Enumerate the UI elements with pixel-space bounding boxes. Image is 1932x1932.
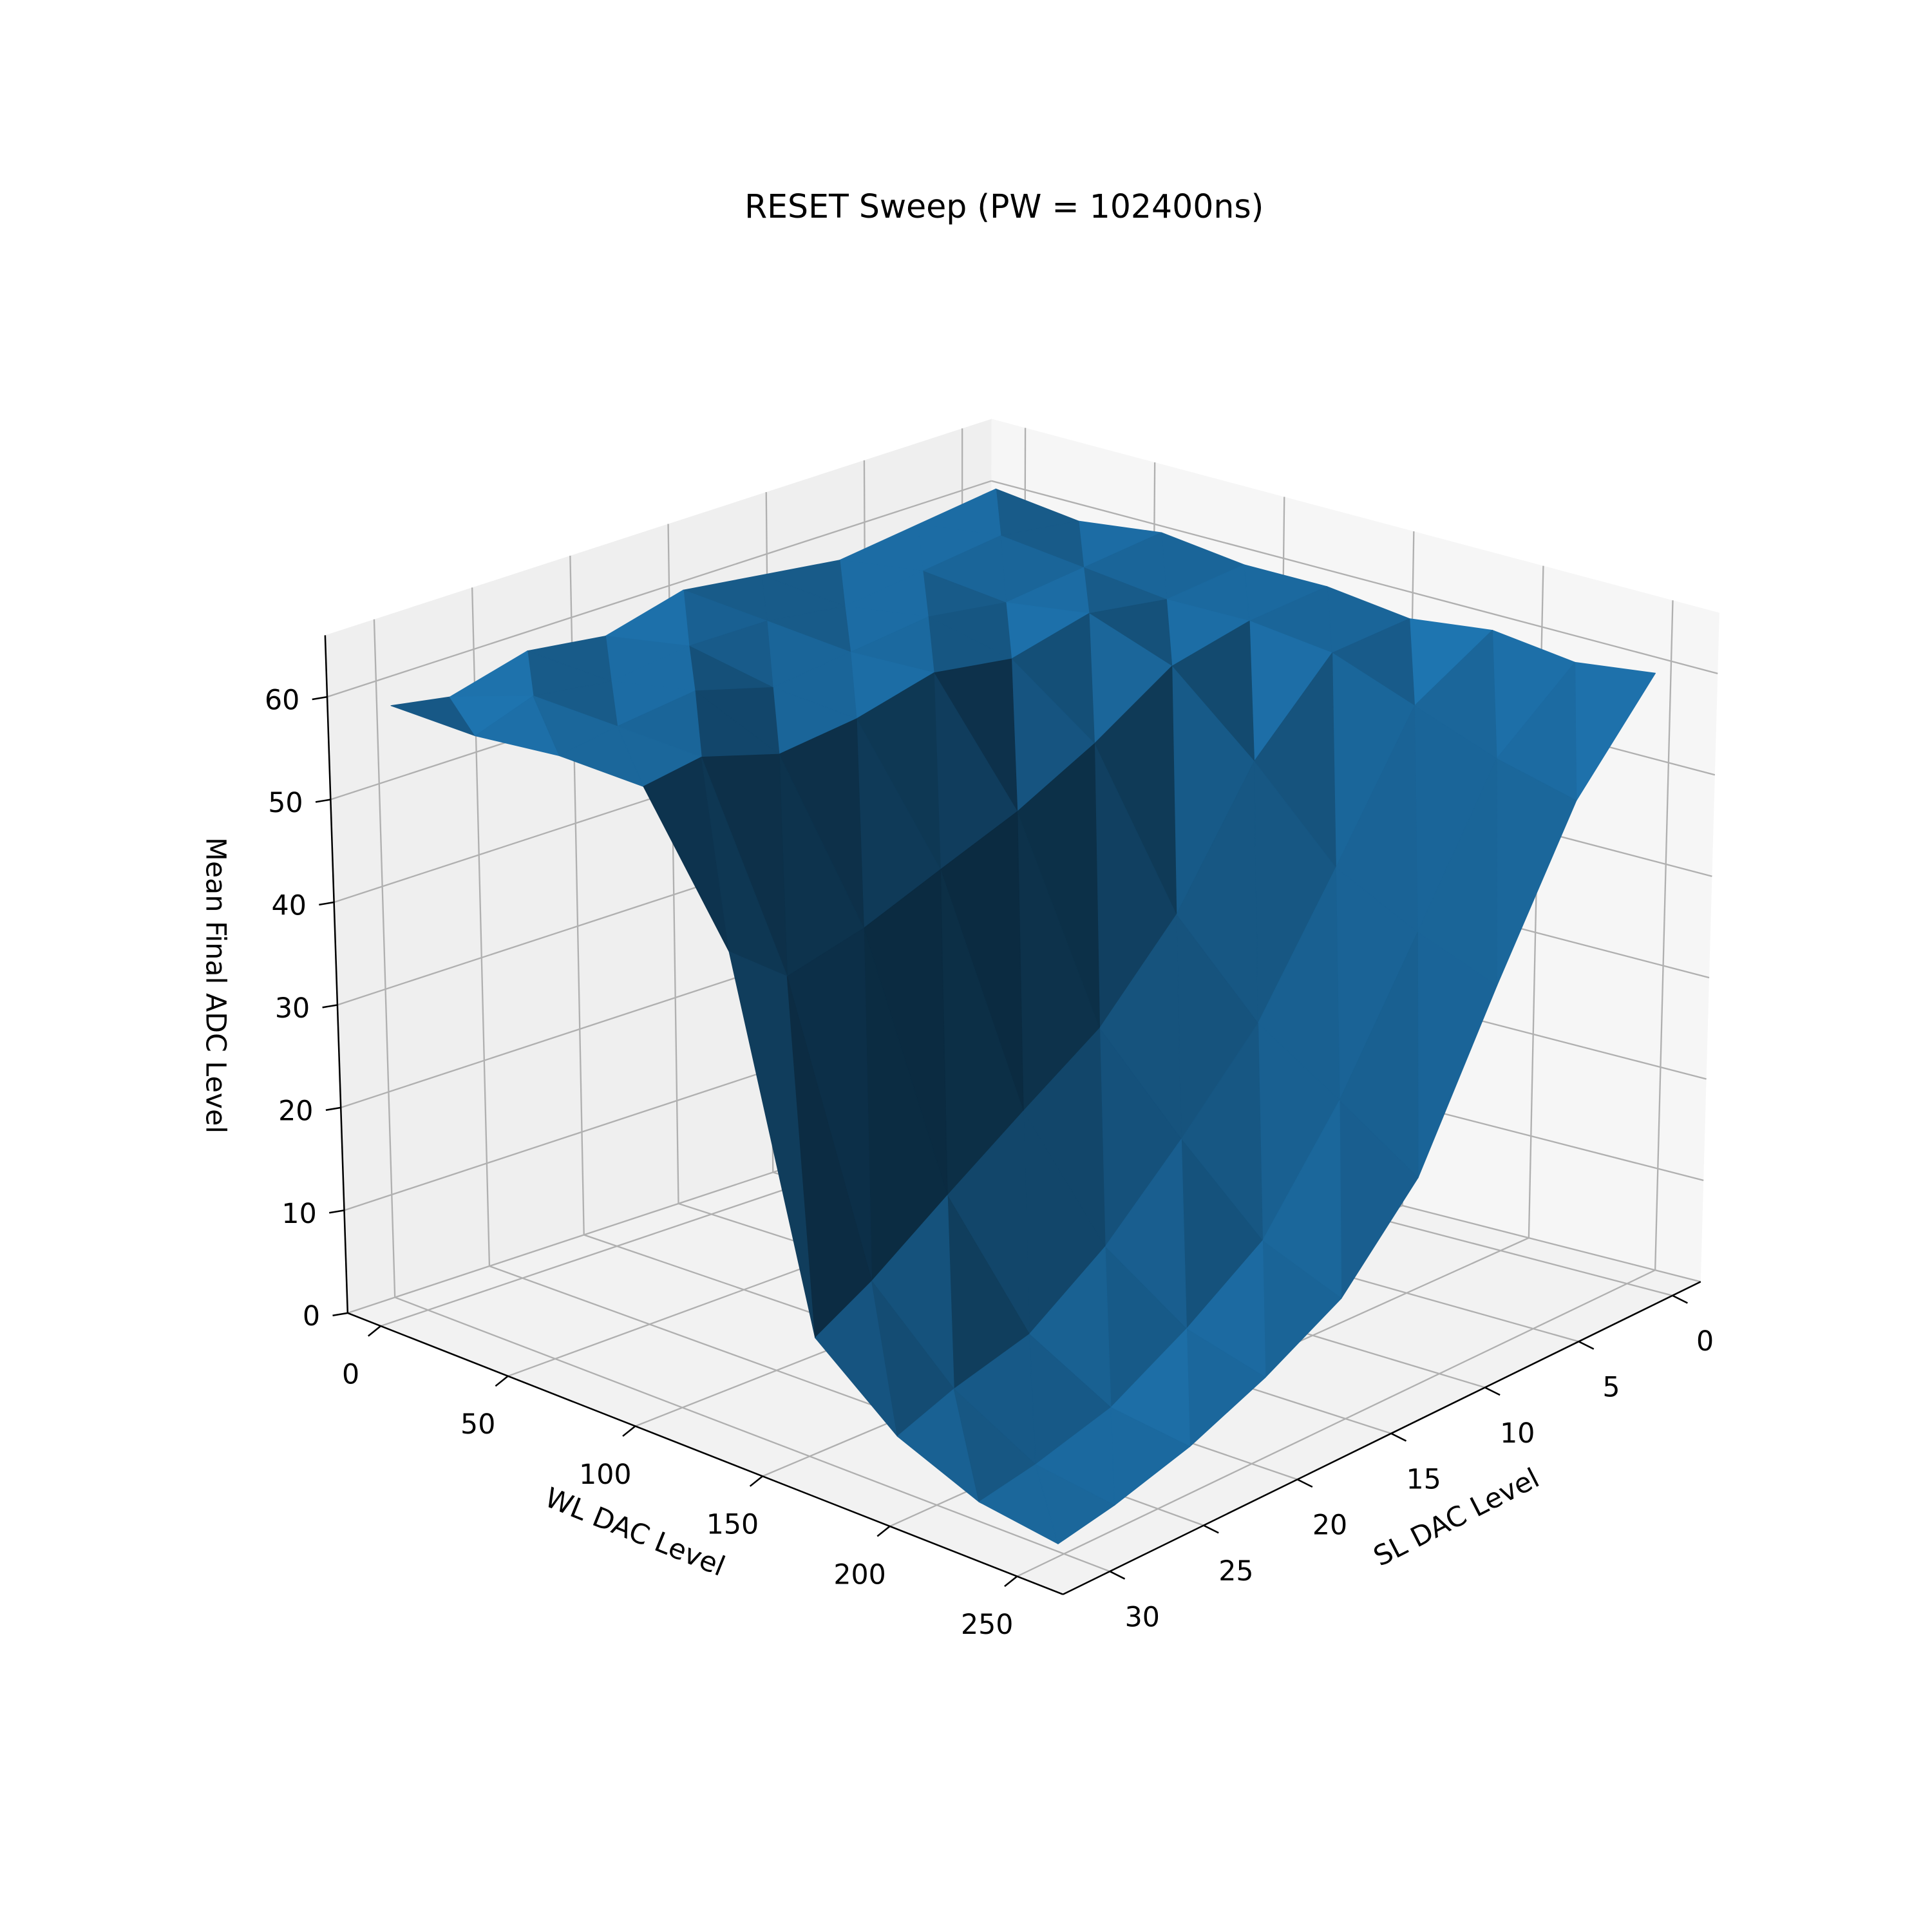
y-tick-label: 10	[1500, 1417, 1535, 1450]
grid-line	[394, 1296, 1110, 1573]
x-tick	[1004, 1575, 1018, 1587]
grid-line	[327, 480, 992, 698]
surface-facet	[1035, 1464, 1115, 1544]
y-tick	[1296, 1479, 1313, 1488]
z-tick	[329, 1209, 345, 1214]
x-tick	[622, 1425, 636, 1437]
z-axis-label: Mean Final ADC Level	[199, 837, 231, 1133]
y-tick-label: 15	[1406, 1463, 1441, 1495]
y-axis-line	[1062, 1281, 1701, 1595]
x-tick-label: 200	[833, 1558, 886, 1591]
y-tick	[1203, 1524, 1219, 1534]
x-tick	[367, 1325, 381, 1337]
x-axis-line	[347, 1312, 1063, 1595]
y-tick	[1672, 1294, 1688, 1304]
y-axis-label: SL DAC Level	[1368, 1462, 1544, 1573]
z-tick	[325, 1106, 341, 1112]
z-tick	[312, 696, 328, 701]
z-axis-line	[324, 635, 349, 1313]
x-tick-label: 100	[579, 1459, 632, 1491]
grid-line	[991, 480, 1718, 675]
z-tick	[322, 1004, 338, 1009]
surface	[390, 488, 1656, 1544]
y-tick	[1484, 1387, 1501, 1396]
z-tick-label: 60	[265, 685, 299, 717]
z-tick-label: 0	[303, 1300, 320, 1332]
y-tick-label: 30	[1125, 1601, 1160, 1633]
x-tick	[749, 1475, 763, 1487]
z-tick-label: 10	[281, 1198, 316, 1230]
x-axis-label: WL DAC Level	[540, 1482, 729, 1583]
z-tick	[315, 799, 331, 803]
y-tick-label: 0	[1696, 1325, 1714, 1358]
z-tick-label: 50	[268, 787, 303, 819]
z-tick-label: 20	[278, 1095, 313, 1127]
grid-line	[1016, 1269, 1656, 1577]
y-tick-label: 25	[1218, 1555, 1253, 1587]
grid-line	[1654, 600, 1674, 1271]
z-tick	[332, 1312, 348, 1316]
grid-line	[373, 619, 396, 1298]
x-tick	[876, 1526, 891, 1537]
chart-title: RESET Sweep (PW = 102400ns)	[744, 187, 1264, 225]
y-tick-label: 5	[1602, 1372, 1620, 1404]
z-tick-label: 40	[272, 889, 307, 922]
y-tick-label: 20	[1312, 1510, 1347, 1542]
x-tick-label: 150	[706, 1509, 759, 1541]
y-tick	[1109, 1570, 1126, 1580]
x-tick-label: 0	[342, 1358, 359, 1390]
x-tick-label: 50	[460, 1408, 495, 1441]
z-tick	[319, 901, 334, 906]
y-tick	[1390, 1432, 1407, 1442]
x-tick	[495, 1375, 509, 1387]
y-tick	[1578, 1340, 1595, 1350]
z-tick-label: 30	[275, 992, 310, 1025]
x-tick-label: 250	[961, 1609, 1014, 1641]
